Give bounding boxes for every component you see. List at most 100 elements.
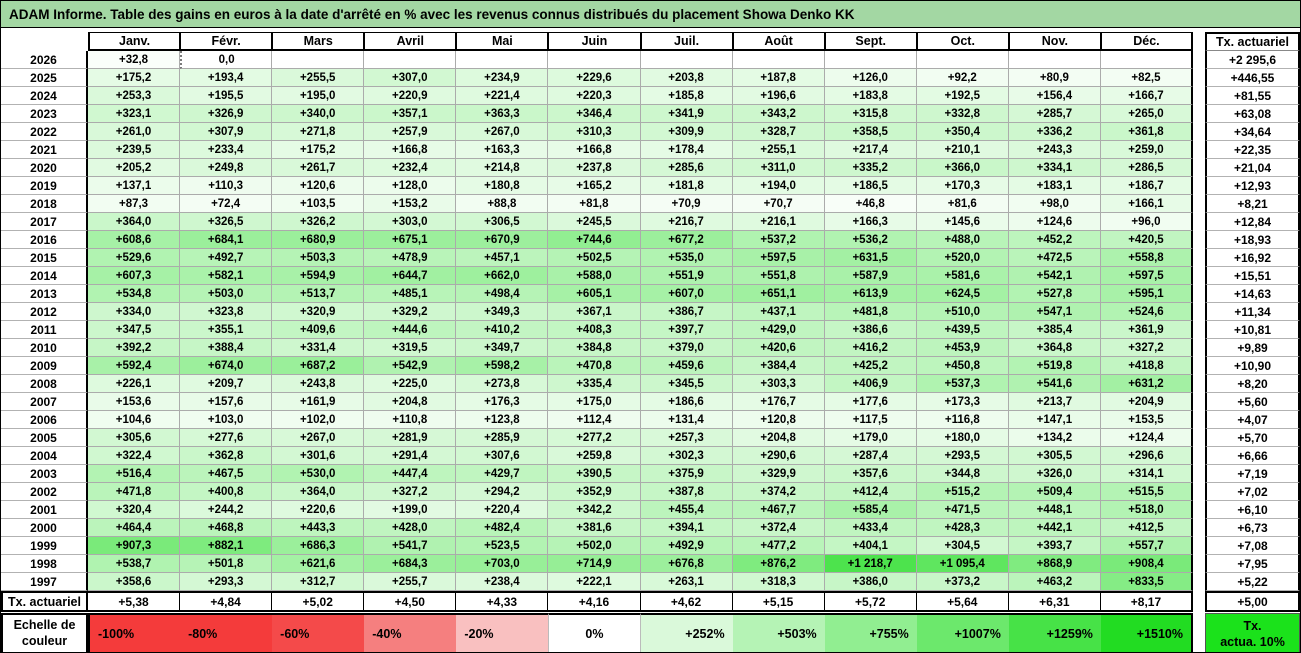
value-cell[interactable]: +644,7 [364, 267, 457, 285]
value-cell[interactable]: +471,5 [916, 501, 1009, 519]
value-cell[interactable]: +349,7 [456, 339, 549, 357]
year-cell[interactable]: 2007 [1, 393, 88, 411]
value-cell[interactable]: +271,8 [272, 123, 365, 141]
value-cell[interactable]: +433,4 [824, 519, 917, 537]
value-cell[interactable]: +222,1 [548, 573, 641, 591]
value-cell[interactable]: +676,8 [640, 555, 733, 573]
value-cell[interactable]: +185,8 [640, 87, 733, 105]
tx-value-cell[interactable]: +8,21 [1205, 195, 1300, 213]
value-cell[interactable]: +213,7 [1008, 393, 1101, 411]
month-header-cell[interactable]: Août [732, 32, 825, 51]
tx-value-cell[interactable]: +12,93 [1205, 177, 1300, 195]
value-cell[interactable]: +453,9 [916, 339, 1009, 357]
value-cell[interactable]: +631,5 [824, 249, 917, 267]
value-cell[interactable]: +503,3 [272, 249, 365, 267]
value-cell[interactable]: +362,8 [180, 447, 273, 465]
value-cell[interactable] [732, 51, 825, 69]
value-cell[interactable]: +684,1 [180, 231, 273, 249]
value-cell[interactable]: +214,8 [456, 159, 549, 177]
value-cell[interactable]: +72,4 [180, 195, 273, 213]
year-cell[interactable]: 2017 [1, 213, 88, 231]
value-cell[interactable]: +428,0 [364, 519, 457, 537]
value-cell[interactable]: +621,6 [272, 555, 365, 573]
value-cell[interactable]: +244,2 [180, 501, 273, 519]
tx-value-cell[interactable]: +7,19 [1205, 465, 1300, 483]
value-cell[interactable]: +393,7 [1008, 537, 1101, 555]
value-cell[interactable]: +237,8 [548, 159, 641, 177]
value-cell[interactable]: +327,2 [364, 483, 457, 501]
value-cell[interactable]: +80,9 [1008, 69, 1101, 87]
value-cell[interactable]: +180,8 [456, 177, 549, 195]
value-cell[interactable]: 0,0 [180, 51, 273, 69]
value-cell[interactable]: +341,9 [640, 105, 733, 123]
value-cell[interactable]: +390,5 [548, 465, 641, 483]
value-cell[interactable]: +329,2 [364, 303, 457, 321]
value-cell[interactable]: +326,0 [1008, 465, 1101, 483]
value-cell[interactable]: +1 095,4 [916, 555, 1009, 573]
footer-label-cell[interactable]: Tx. actuariel [1, 591, 88, 612]
value-cell[interactable]: +364,8 [1008, 339, 1101, 357]
year-cell[interactable]: 2013 [1, 285, 88, 303]
value-cell[interactable]: +70,7 [732, 195, 825, 213]
value-cell[interactable]: +530,0 [272, 465, 365, 483]
value-cell[interactable]: +163,3 [456, 141, 549, 159]
value-cell[interactable]: +166,1 [1100, 195, 1193, 213]
value-cell[interactable]: +217,4 [824, 141, 917, 159]
value-cell[interactable]: +225,0 [364, 375, 457, 393]
value-cell[interactable]: +452,2 [1008, 231, 1101, 249]
value-cell[interactable]: +255,1 [732, 141, 825, 159]
value-cell[interactable]: +367,1 [548, 303, 641, 321]
value-cell[interactable]: +243,8 [272, 375, 365, 393]
value-cell[interactable]: +364,0 [88, 213, 181, 231]
value-cell[interactable]: +285,6 [640, 159, 733, 177]
value-cell[interactable]: +183,8 [824, 87, 917, 105]
tx-value-cell[interactable]: +21,04 [1205, 159, 1300, 177]
footer-value-cell[interactable]: +8,17 [1100, 591, 1193, 612]
value-cell[interactable]: +153,6 [88, 393, 181, 411]
value-cell[interactable]: +273,8 [456, 375, 549, 393]
value-cell[interactable]: +455,4 [640, 501, 733, 519]
value-cell[interactable]: +597,5 [732, 249, 825, 267]
value-cell[interactable]: +124,4 [1100, 429, 1193, 447]
value-cell[interactable]: +157,6 [180, 393, 273, 411]
value-cell[interactable]: +286,5 [1100, 159, 1193, 177]
value-cell[interactable]: +357,1 [364, 105, 457, 123]
value-cell[interactable]: +680,9 [272, 231, 365, 249]
value-cell[interactable]: +408,3 [548, 321, 641, 339]
value-cell[interactable]: +594,9 [272, 267, 365, 285]
value-cell[interactable]: +384,8 [548, 339, 641, 357]
value-cell[interactable]: +267,0 [456, 123, 549, 141]
value-cell[interactable]: +406,9 [824, 375, 917, 393]
value-cell[interactable]: +467,7 [732, 501, 825, 519]
value-cell[interactable] [364, 51, 457, 69]
value-cell[interactable]: +285,9 [456, 429, 549, 447]
value-cell[interactable]: +153,2 [364, 195, 457, 213]
value-cell[interactable]: +170,3 [916, 177, 1009, 195]
value-cell[interactable]: +400,8 [180, 483, 273, 501]
tx-value-cell[interactable]: +14,63 [1205, 285, 1300, 303]
value-cell[interactable]: +420,5 [1100, 231, 1193, 249]
value-cell[interactable] [916, 51, 1009, 69]
value-cell[interactable]: +581,6 [916, 267, 1009, 285]
value-cell[interactable]: +345,5 [640, 375, 733, 393]
value-cell[interactable]: +277,6 [180, 429, 273, 447]
value-cell[interactable]: +233,4 [180, 141, 273, 159]
value-cell[interactable]: +349,3 [456, 303, 549, 321]
value-cell[interactable]: +103,0 [180, 411, 273, 429]
tx-value-cell[interactable]: +18,93 [1205, 231, 1300, 249]
year-cell[interactable]: 2005 [1, 429, 88, 447]
value-cell[interactable]: +296,6 [1100, 447, 1193, 465]
value-cell[interactable]: +515,5 [1100, 483, 1193, 501]
value-cell[interactable]: +181,8 [640, 177, 733, 195]
value-cell[interactable]: +92,2 [916, 69, 1009, 87]
value-cell[interactable]: +281,9 [364, 429, 457, 447]
year-cell[interactable]: 2019 [1, 177, 88, 195]
year-cell[interactable]: 2001 [1, 501, 88, 519]
value-cell[interactable]: +557,7 [1100, 537, 1193, 555]
value-cell[interactable]: +404,1 [824, 537, 917, 555]
value-cell[interactable]: +166,7 [1100, 87, 1193, 105]
tx-value-cell[interactable]: +16,92 [1205, 249, 1300, 267]
value-cell[interactable]: +428,3 [916, 519, 1009, 537]
year-cell[interactable]: 2012 [1, 303, 88, 321]
value-cell[interactable]: +524,6 [1100, 303, 1193, 321]
